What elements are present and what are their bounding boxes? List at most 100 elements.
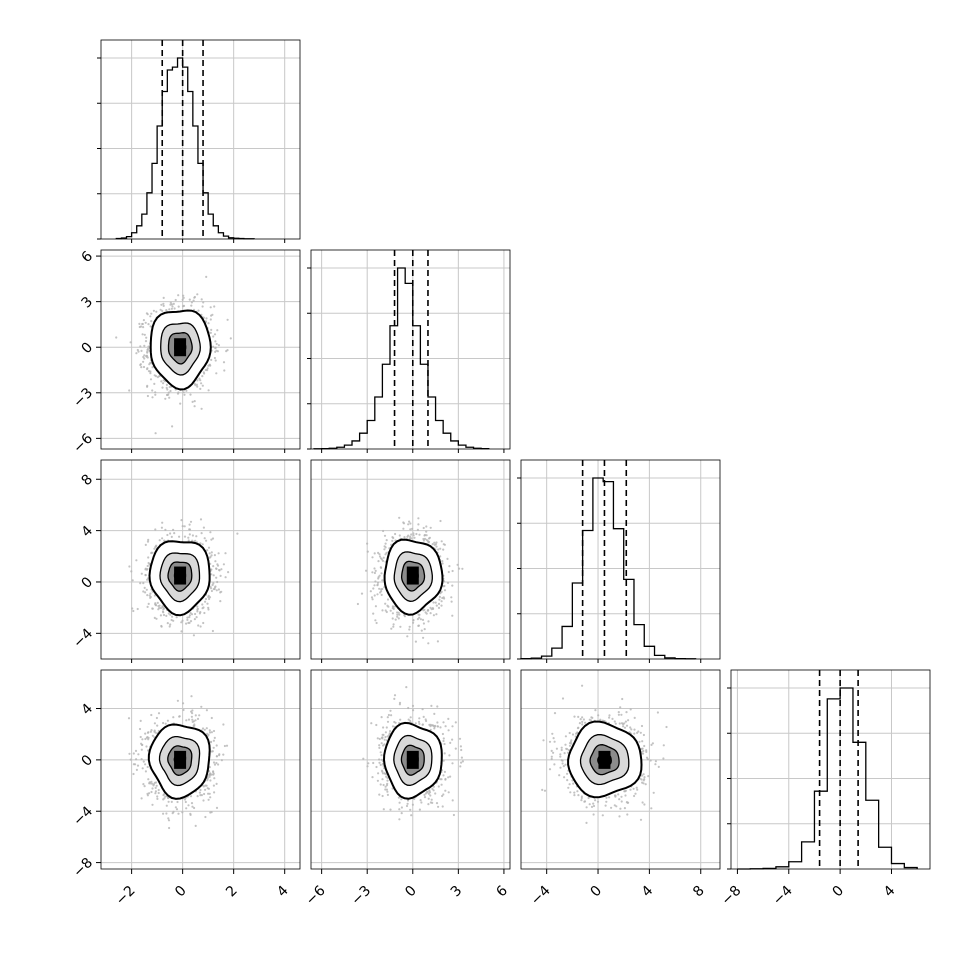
scatter-point	[642, 782, 645, 785]
scatter-point	[201, 375, 204, 378]
scatter-point	[146, 765, 149, 769]
scatter-point	[200, 794, 203, 797]
scatter-panel-2-3	[520, 669, 721, 870]
scatter-point	[408, 625, 411, 628]
scatter-point	[143, 354, 146, 357]
scatter-point	[171, 305, 174, 308]
scatter-point	[460, 748, 463, 752]
scatter-point	[381, 579, 384, 582]
scatter-point	[154, 781, 158, 784]
scatter-point	[381, 778, 384, 781]
scatter-point	[386, 793, 389, 797]
scatter-point	[382, 783, 385, 787]
scatter-point	[207, 798, 210, 801]
scatter-point	[417, 720, 421, 724]
scatter-point	[148, 363, 151, 366]
scatter-point	[411, 803, 414, 806]
scatter-point	[371, 571, 374, 574]
scatter-point	[168, 396, 171, 399]
scatter-point	[402, 522, 406, 525]
scatter-point	[190, 695, 193, 698]
scatter-point	[215, 744, 218, 747]
scatter-point	[153, 374, 156, 377]
scatter-point	[421, 618, 425, 622]
scatter-point	[640, 724, 644, 728]
scatter-point	[418, 722, 421, 726]
scatter-point	[447, 570, 450, 574]
scatter-point	[392, 625, 395, 628]
scatter-point	[154, 391, 157, 394]
scatter-point	[215, 576, 218, 579]
scatter-point	[426, 791, 429, 794]
scatter-point	[415, 532, 418, 536]
scatter-point	[403, 615, 406, 618]
scatter-point	[211, 537, 215, 540]
scatter-point	[162, 302, 165, 305]
scatter-point	[147, 778, 150, 781]
density-peak-1-3	[406, 750, 419, 769]
scatter-point	[146, 347, 150, 351]
scatter-point	[390, 627, 393, 630]
scatter-point	[187, 621, 190, 625]
scatter-point	[153, 730, 156, 733]
scatter-point	[624, 794, 627, 797]
scatter-point	[146, 394, 149, 398]
scatter-point	[165, 804, 168, 807]
scatter-point	[418, 808, 421, 811]
scatter-point	[213, 305, 216, 308]
scatter-point	[421, 723, 424, 726]
scatter-point	[636, 788, 639, 791]
scatter-point	[443, 770, 446, 774]
scatter-point	[149, 730, 152, 733]
scatter-point	[381, 559, 385, 563]
scatter-point	[169, 532, 172, 535]
scatter-point	[213, 587, 216, 591]
scatter-point	[226, 318, 229, 321]
scatter-point	[454, 747, 457, 750]
scatter-point	[426, 609, 429, 612]
scatter-point	[202, 371, 205, 374]
scatter-point	[543, 789, 547, 792]
scatter-point	[407, 534, 410, 537]
scatter-point	[178, 715, 181, 718]
scatter-point	[432, 601, 435, 604]
scatter-point	[379, 751, 382, 754]
scatter-point	[160, 526, 163, 529]
scatter-point	[411, 527, 414, 530]
scatter-point	[580, 795, 584, 798]
scatter-point	[207, 546, 211, 549]
scatter-point	[366, 542, 369, 545]
scatter-point	[115, 336, 118, 339]
scatter-point	[568, 783, 571, 786]
scatter-point	[548, 740, 552, 743]
scatter-point	[207, 389, 210, 392]
scatter-point	[217, 588, 220, 591]
scatter-point	[209, 318, 212, 321]
scatter-point	[420, 801, 423, 804]
scatter-panel-0-3	[100, 669, 301, 870]
scatter-point	[643, 776, 646, 779]
scatter-point	[132, 772, 135, 776]
scatter-point	[447, 776, 450, 779]
scatter-point	[375, 621, 378, 625]
scatter-point	[192, 299, 195, 302]
scatter-point	[407, 718, 410, 721]
scatter-point	[206, 367, 209, 370]
scatter-point	[371, 598, 374, 601]
scatter-point	[590, 805, 594, 809]
scatter-point	[199, 518, 203, 521]
scatter-point	[196, 379, 199, 382]
scatter-point	[608, 716, 611, 719]
scatter-point	[458, 737, 462, 740]
scatter-point	[662, 757, 665, 760]
scatter-point	[180, 519, 183, 522]
scatter-point	[145, 355, 148, 358]
scatter-point	[641, 747, 644, 750]
scatter-point	[433, 727, 436, 730]
y-tick-label-3-1: −4	[70, 803, 96, 829]
scatter-point	[425, 530, 428, 533]
scatter-point	[422, 622, 425, 625]
scatter-point	[437, 785, 440, 788]
scatter-point	[177, 391, 180, 394]
scatter-point	[158, 606, 161, 610]
